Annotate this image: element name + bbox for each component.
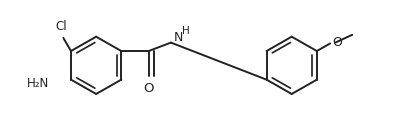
Text: H: H <box>181 26 189 36</box>
Text: N: N <box>174 31 183 44</box>
Text: O: O <box>143 82 153 95</box>
Text: Cl: Cl <box>55 20 67 33</box>
Text: O: O <box>331 36 341 49</box>
Text: H₂N: H₂N <box>26 77 49 90</box>
